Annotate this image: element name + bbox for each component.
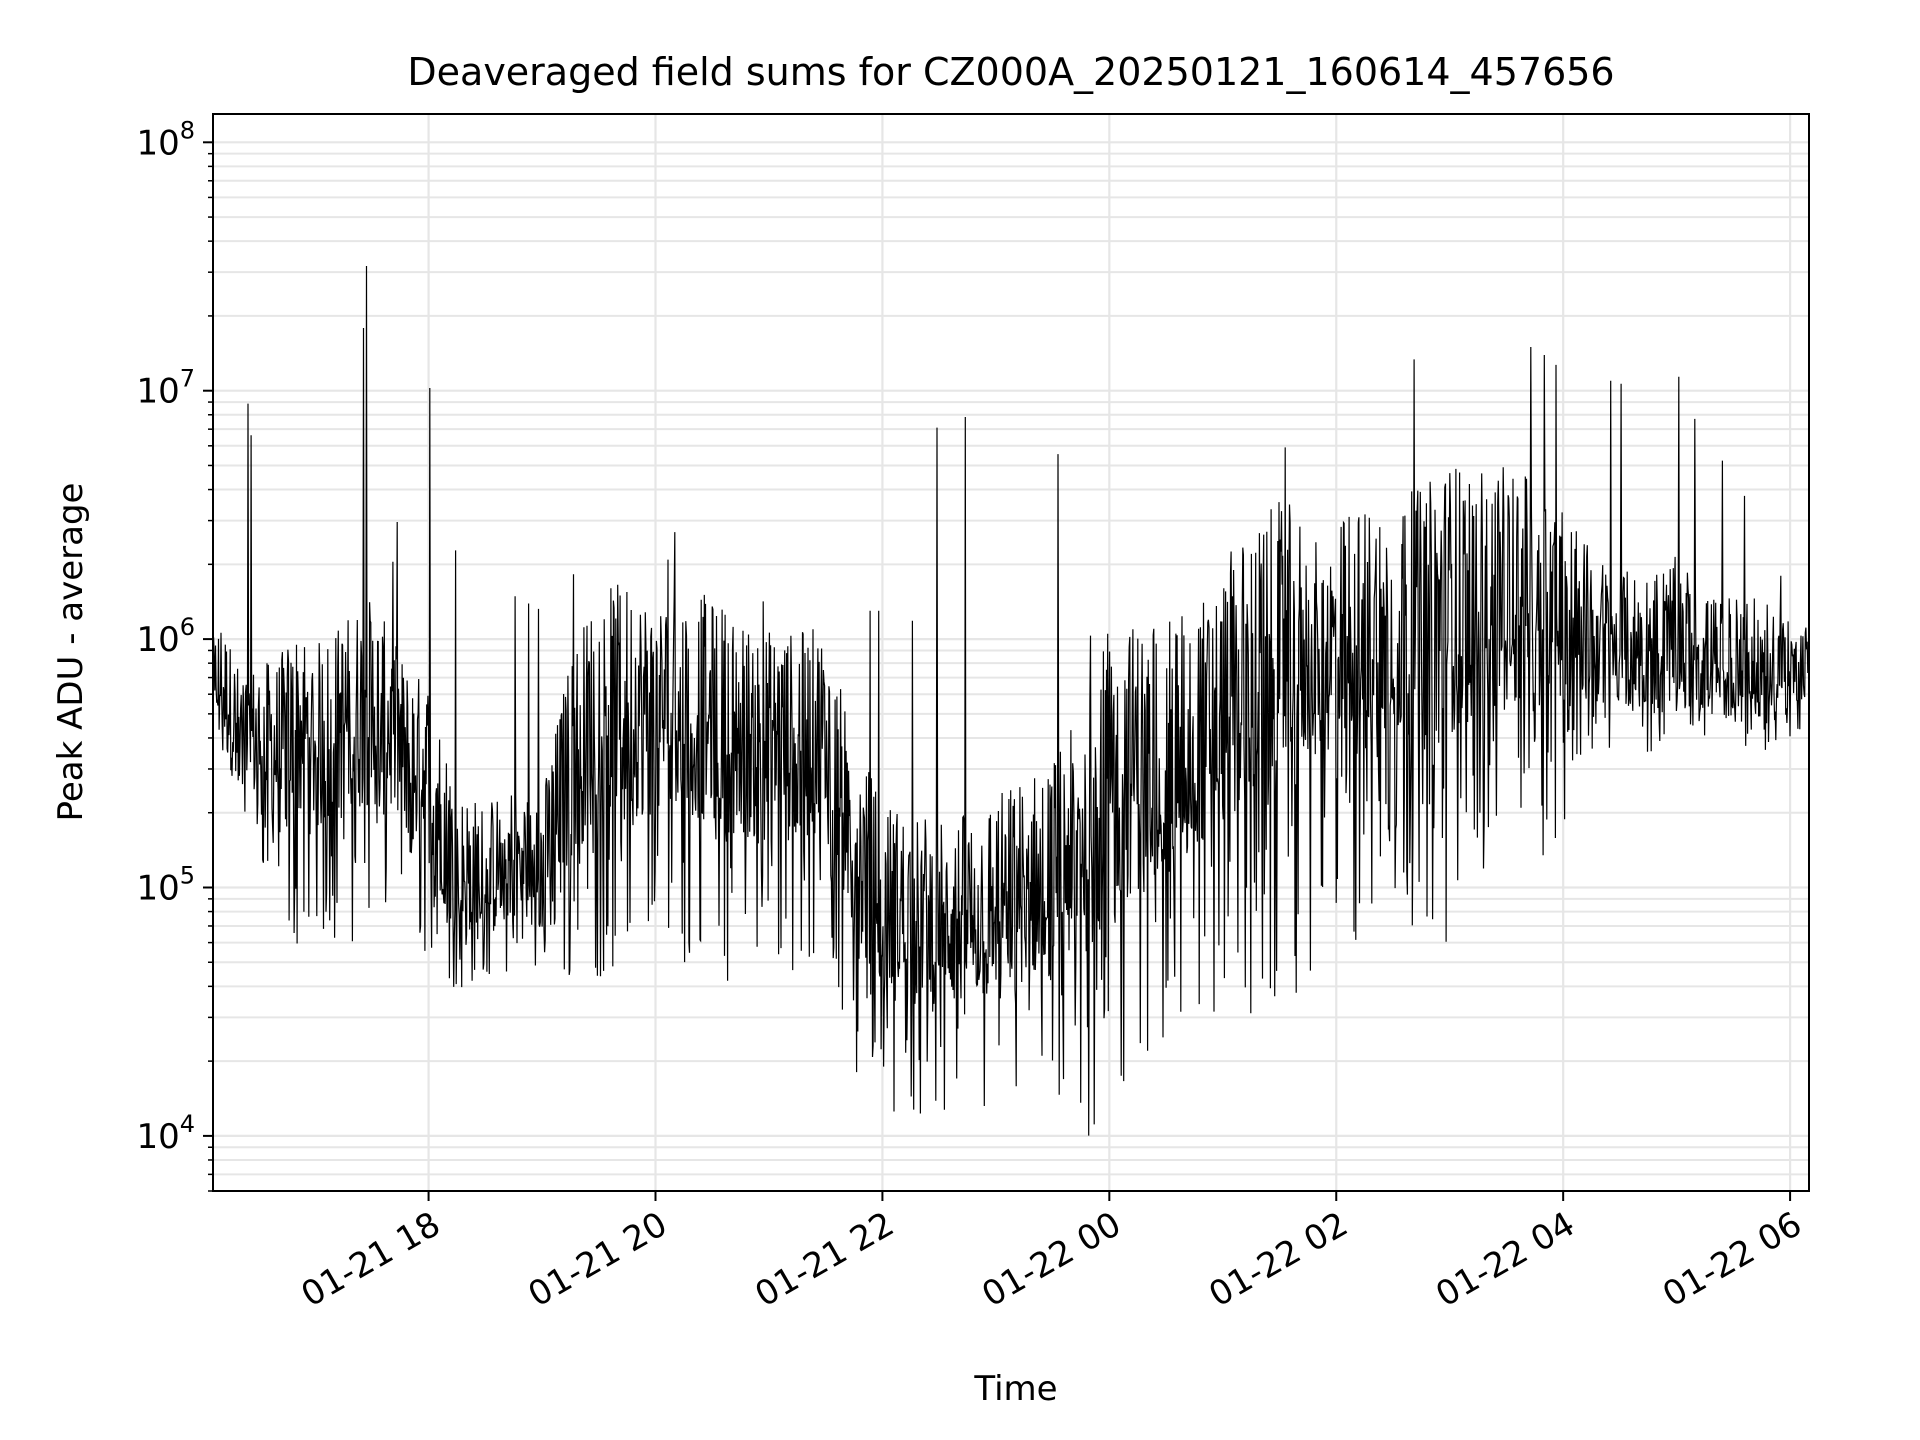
chart-title: Deaveraged field sums for CZ000A_2025012… <box>407 50 1614 94</box>
plot-area <box>213 265 1809 1136</box>
x-axis-label: Time <box>973 1369 1057 1409</box>
y-tick-label: 108 <box>136 116 195 163</box>
plot-frame <box>212 113 1810 1192</box>
y-tick-label: 106 <box>136 613 195 660</box>
series-layer <box>213 265 1809 1136</box>
y-tick-label: 104 <box>136 1110 195 1157</box>
y-tick-label: 105 <box>136 861 195 908</box>
y-axis-label: Peak ADU - average <box>51 483 91 822</box>
y-tick-label: 107 <box>136 365 195 412</box>
series-line <box>213 265 1809 1136</box>
